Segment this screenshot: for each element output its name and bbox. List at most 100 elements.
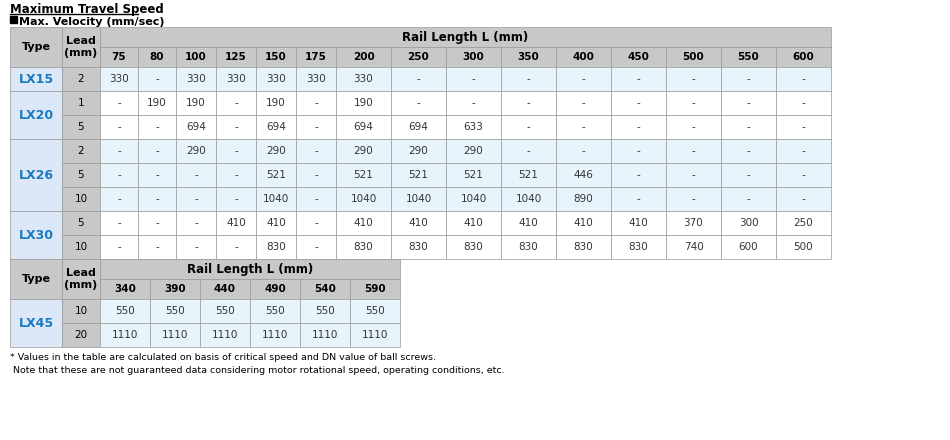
Text: 290: 290 <box>408 146 428 156</box>
Bar <box>62 187 100 211</box>
Text: 633: 633 <box>464 122 484 132</box>
Bar <box>611 235 666 259</box>
Bar <box>391 115 446 139</box>
Bar <box>446 211 501 235</box>
Bar <box>776 139 831 163</box>
Bar <box>216 115 256 139</box>
Bar <box>176 163 216 187</box>
Bar <box>216 211 256 235</box>
Text: -: - <box>117 242 121 252</box>
Bar <box>100 235 138 259</box>
Bar <box>138 91 176 115</box>
Bar <box>176 187 216 211</box>
Bar <box>501 91 556 115</box>
Text: 190: 190 <box>353 98 373 108</box>
Text: 175: 175 <box>305 52 327 62</box>
Text: -: - <box>155 218 159 228</box>
Bar <box>611 211 666 235</box>
Text: -: - <box>526 122 530 132</box>
Bar <box>10 91 62 139</box>
Text: -: - <box>417 74 420 84</box>
Text: 330: 330 <box>306 74 326 84</box>
Text: 410: 410 <box>574 218 594 228</box>
Text: 490: 490 <box>264 284 286 294</box>
Bar <box>391 91 446 115</box>
Bar <box>501 163 556 187</box>
Text: -: - <box>581 122 585 132</box>
Text: -: - <box>471 74 475 84</box>
Bar <box>300 299 350 323</box>
Bar <box>62 211 100 235</box>
Text: -: - <box>747 170 750 180</box>
Text: 410: 410 <box>464 218 484 228</box>
Text: Lead
(mm): Lead (mm) <box>65 36 98 58</box>
Text: 290: 290 <box>186 146 206 156</box>
Bar <box>336 67 391 91</box>
Text: 1110: 1110 <box>362 330 389 340</box>
Bar <box>350 279 400 299</box>
Text: 830: 830 <box>629 242 648 252</box>
Bar <box>391 139 446 163</box>
Bar <box>138 115 176 139</box>
Bar <box>100 27 831 47</box>
Bar <box>10 299 62 347</box>
Bar <box>446 47 501 67</box>
Text: 290: 290 <box>353 146 373 156</box>
Text: -: - <box>692 74 695 84</box>
Bar <box>336 187 391 211</box>
Text: 190: 190 <box>147 98 167 108</box>
Bar <box>611 47 666 67</box>
Text: -: - <box>314 194 318 204</box>
Bar <box>666 187 721 211</box>
Bar <box>391 47 446 67</box>
Bar <box>446 67 501 91</box>
Bar <box>776 187 831 211</box>
Bar <box>216 91 256 115</box>
Text: -: - <box>802 146 806 156</box>
Text: 740: 740 <box>684 242 703 252</box>
Text: 521: 521 <box>266 170 286 180</box>
Bar <box>256 211 296 235</box>
Bar <box>10 139 62 211</box>
Text: 600: 600 <box>792 52 814 62</box>
Text: -: - <box>117 218 121 228</box>
Text: LX26: LX26 <box>18 169 53 181</box>
Text: -: - <box>194 242 198 252</box>
Text: 1110: 1110 <box>112 330 138 340</box>
Bar <box>62 67 100 91</box>
Text: 10: 10 <box>74 306 87 316</box>
Bar <box>216 139 256 163</box>
Text: 330: 330 <box>353 74 373 84</box>
Text: -: - <box>155 242 159 252</box>
Bar <box>446 187 501 211</box>
Text: 550: 550 <box>165 306 185 316</box>
Text: -: - <box>117 170 121 180</box>
Text: -: - <box>747 146 750 156</box>
Bar <box>256 163 296 187</box>
Bar <box>100 323 150 347</box>
Bar <box>391 163 446 187</box>
Bar <box>501 139 556 163</box>
Bar <box>256 67 296 91</box>
Text: 1110: 1110 <box>262 330 288 340</box>
Text: 300: 300 <box>739 218 758 228</box>
Text: -: - <box>234 146 238 156</box>
Bar <box>721 235 776 259</box>
Text: -: - <box>747 74 750 84</box>
Text: 1040: 1040 <box>515 194 542 204</box>
Text: 550: 550 <box>737 52 759 62</box>
Bar <box>138 235 176 259</box>
Bar <box>556 139 611 163</box>
Text: Type: Type <box>22 42 50 52</box>
Text: 830: 830 <box>464 242 484 252</box>
Bar <box>556 211 611 235</box>
Bar <box>556 187 611 211</box>
Bar <box>336 139 391 163</box>
Bar <box>62 163 100 187</box>
Text: * Values in the table are calculated on basis of critical speed and DN value of : * Values in the table are calculated on … <box>10 353 436 362</box>
Bar <box>336 47 391 67</box>
Bar <box>391 67 446 91</box>
Bar <box>776 235 831 259</box>
Text: 330: 330 <box>266 74 286 84</box>
Text: 2: 2 <box>78 146 85 156</box>
